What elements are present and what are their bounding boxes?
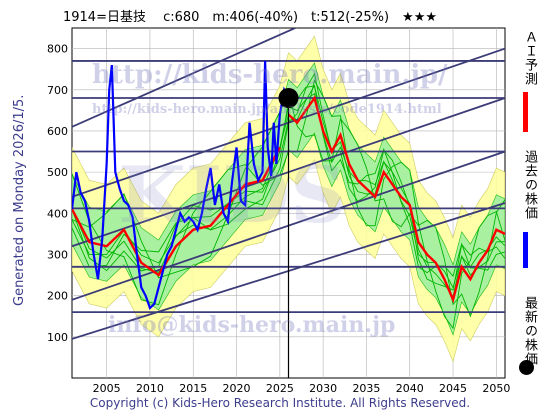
generated-date-label: Generated on Monday 2026/1/5. [12,94,27,306]
legend-past-swatch [523,232,528,268]
x-tick-label: 2005 [93,382,121,395]
x-tick-label: 2025 [266,382,294,395]
forecast-path [72,91,505,318]
y-tick-label: 600 [47,125,68,138]
legend-ai-swatch [523,92,528,132]
watermark-url-analysis: http://kids-hero.main.jp/analysis/code19… [92,102,442,117]
y-tick-label: 800 [47,43,68,56]
x-tick-label: 2040 [396,382,424,395]
copyright-footer: Copyright (c) Kids-Hero Research Institu… [89,396,471,410]
x-tick-label: 2030 [309,382,337,395]
x-tick-label: 2045 [439,382,467,395]
watermark-logo: KIDS [118,150,347,241]
legend-ai-label: ＡＩ予測 [522,30,537,86]
legend-past-label: 過去の株価 [522,150,537,220]
x-tick-label: 2050 [482,382,510,395]
y-tick-label: 200 [47,290,68,303]
x-tick-label: 2020 [223,382,251,395]
legend-latest-marker [519,360,534,375]
chart-title: 1914=日基技 c:680 m:406(-40%) t:512(-25%) ★… [62,10,438,25]
forecast-path [72,92,505,289]
watermark-url: http://kids-hero.main.jp/ [92,60,448,90]
x-tick-label: 2035 [352,382,380,395]
x-tick-label: 2015 [179,382,207,395]
y-tick-label: 100 [47,331,68,344]
legend-latest-label: 最新の株価 [522,296,537,366]
y-tick-label: 700 [47,84,68,97]
y-tick-label: 400 [47,207,68,220]
forecast-path [72,85,505,278]
y-tick-label: 500 [47,166,68,179]
ai-forecast-line [287,95,505,304]
past-price-line [72,60,290,310]
x-tick-label: 2010 [136,382,164,395]
latest-price-marker [278,88,299,108]
y-tick-label: 300 [47,248,68,261]
watermark-mail: info@kids-hero.main.jp [108,312,396,338]
